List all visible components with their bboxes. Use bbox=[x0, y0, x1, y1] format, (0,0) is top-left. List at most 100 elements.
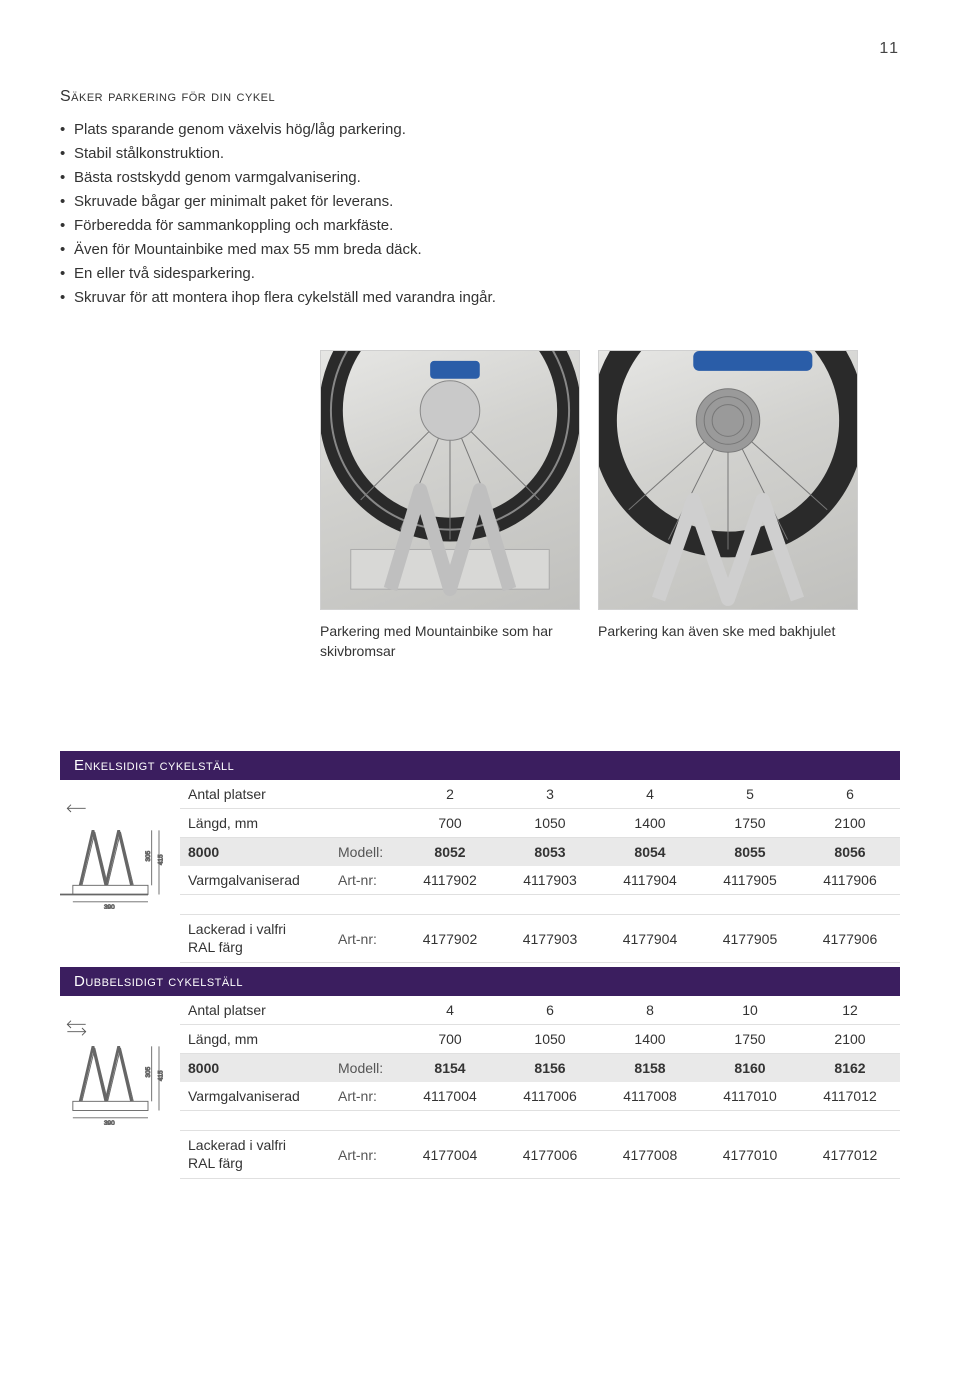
table-row: Antal platser 2 3 4 5 6 bbox=[180, 780, 900, 809]
table-row: Längd, mm 700 1050 1400 1750 2100 bbox=[180, 809, 900, 838]
table-row-gap bbox=[180, 1111, 900, 1131]
cell: 700 bbox=[400, 809, 500, 838]
row-sublabel: Art-nr: bbox=[330, 915, 400, 963]
list-item: Förberedda för sammankoppling och markfä… bbox=[60, 214, 500, 238]
table-block-double: 305 415 390 Antal platser 4 6 8 10 12 Lä… bbox=[60, 996, 900, 1179]
row-sublabel: Art-nr: bbox=[330, 1131, 400, 1179]
svg-text:390: 390 bbox=[104, 904, 115, 909]
cell: 8162 bbox=[800, 1054, 900, 1083]
row-label: Antal platser bbox=[180, 780, 330, 809]
row-sublabel bbox=[330, 996, 400, 1025]
cell: 8054 bbox=[600, 838, 700, 867]
section-title-single: Enkelsidigt cykelställ bbox=[60, 751, 900, 780]
feature-list: Plats sparande genom växelvis hög/låg pa… bbox=[60, 118, 500, 310]
list-item: Bästa rostskydd genom varmgalvanisering. bbox=[60, 166, 500, 190]
cell: 4177903 bbox=[500, 915, 600, 963]
cell: 8160 bbox=[700, 1054, 800, 1083]
cell: 4117904 bbox=[600, 866, 700, 895]
caption-row: Parkering med Mountainbike som har skivb… bbox=[320, 622, 900, 661]
cell: 8 bbox=[600, 996, 700, 1025]
svg-text:305: 305 bbox=[145, 851, 152, 862]
cell: 2100 bbox=[800, 1025, 900, 1054]
product-photo-rear-wheel bbox=[598, 350, 858, 610]
photo-row bbox=[320, 350, 900, 610]
cell: 1050 bbox=[500, 1025, 600, 1054]
list-item: Även för Mountainbike med max 55 mm bred… bbox=[60, 238, 500, 262]
row-label: 8000 bbox=[180, 1054, 330, 1083]
cell: 4177905 bbox=[700, 915, 800, 963]
cell: 8052 bbox=[400, 838, 500, 867]
cell: 700 bbox=[400, 1025, 500, 1054]
photo-caption: Parkering med Mountainbike som har skivb… bbox=[320, 622, 580, 661]
cell: 4117010 bbox=[700, 1082, 800, 1111]
cell: 1750 bbox=[700, 809, 800, 838]
cell: 4177902 bbox=[400, 915, 500, 963]
spec-table-double: Antal platser 4 6 8 10 12 Längd, mm 700 … bbox=[180, 996, 900, 1179]
spec-table-single: Antal platser 2 3 4 5 6 Längd, mm 700 10… bbox=[180, 780, 900, 963]
diagram-double: 305 415 390 bbox=[60, 996, 180, 1125]
table-row: Varmgalvaniserad Art-nr: 4117902 4117903… bbox=[180, 866, 900, 895]
cell: 4177906 bbox=[800, 915, 900, 963]
table-row: Lackerad i valfri RAL färg Art-nr: 41770… bbox=[180, 1131, 900, 1179]
cell: 4177004 bbox=[400, 1131, 500, 1179]
table-row: Längd, mm 700 1050 1400 1750 2100 bbox=[180, 1025, 900, 1054]
svg-text:415: 415 bbox=[158, 1070, 165, 1081]
cell: 4177008 bbox=[600, 1131, 700, 1179]
row-label: Lackerad i valfri RAL färg bbox=[180, 915, 330, 963]
page-number: 11 bbox=[60, 40, 900, 58]
row-sublabel: Modell: bbox=[330, 1054, 400, 1083]
cell: 4117906 bbox=[800, 866, 900, 895]
row-sublabel bbox=[330, 809, 400, 838]
row-label: Lackerad i valfri RAL färg bbox=[180, 1131, 330, 1179]
table-row: Antal platser 4 6 8 10 12 bbox=[180, 996, 900, 1025]
cell: 4177012 bbox=[800, 1131, 900, 1179]
table-row-model: 8000 Modell: 8154 8156 8158 8160 8162 bbox=[180, 1054, 900, 1083]
table-row: Varmgalvaniserad Art-nr: 4117004 4117006… bbox=[180, 1082, 900, 1111]
list-item: Stabil stålkonstruktion. bbox=[60, 142, 500, 166]
table-row: Lackerad i valfri RAL färg Art-nr: 41779… bbox=[180, 915, 900, 963]
row-label: Varmgalvaniserad bbox=[180, 866, 330, 895]
cell: 6 bbox=[800, 780, 900, 809]
row-label: Längd, mm bbox=[180, 809, 330, 838]
cell: 2100 bbox=[800, 809, 900, 838]
cell: 4177010 bbox=[700, 1131, 800, 1179]
cell: 8156 bbox=[500, 1054, 600, 1083]
cell: 4177904 bbox=[600, 915, 700, 963]
list-item: En eller två sidesparkering. bbox=[60, 262, 500, 286]
cell: 8055 bbox=[700, 838, 800, 867]
row-label: Längd, mm bbox=[180, 1025, 330, 1054]
cell: 8154 bbox=[400, 1054, 500, 1083]
cell: 1050 bbox=[500, 809, 600, 838]
cell: 8056 bbox=[800, 838, 900, 867]
cell: 5 bbox=[700, 780, 800, 809]
row-sublabel: Art-nr: bbox=[330, 866, 400, 895]
product-photo-front-wheel bbox=[320, 350, 580, 610]
row-label: Varmgalvaniserad bbox=[180, 1082, 330, 1111]
cell: 4117902 bbox=[400, 866, 500, 895]
cell: 4 bbox=[400, 996, 500, 1025]
row-sublabel bbox=[330, 1025, 400, 1054]
cell: 3 bbox=[500, 780, 600, 809]
cell: 1400 bbox=[600, 1025, 700, 1054]
diagram-single: 305 415 390 bbox=[60, 780, 180, 909]
svg-text:390: 390 bbox=[104, 1120, 115, 1125]
table-block-single: 305 415 390 Antal platser 2 3 4 5 6 Läng… bbox=[60, 780, 900, 963]
cell: 4117905 bbox=[700, 866, 800, 895]
cell: 6 bbox=[500, 996, 600, 1025]
svg-text:305: 305 bbox=[145, 1067, 152, 1078]
table-row-model: 8000 Modell: 8052 8053 8054 8055 8056 bbox=[180, 838, 900, 867]
row-label: 8000 bbox=[180, 838, 330, 867]
cell: 4177006 bbox=[500, 1131, 600, 1179]
list-item: Plats sparande genom växelvis hög/låg pa… bbox=[60, 118, 500, 142]
row-sublabel: Art-nr: bbox=[330, 1082, 400, 1111]
photo-caption: Parkering kan även ske med bakhjulet bbox=[598, 622, 858, 661]
cell: 4 bbox=[600, 780, 700, 809]
page-heading: Säker parkering för din cykel bbox=[60, 88, 900, 106]
row-label: Antal platser bbox=[180, 996, 330, 1025]
cell: 4117008 bbox=[600, 1082, 700, 1111]
cell: 4117004 bbox=[400, 1082, 500, 1111]
cell: 12 bbox=[800, 996, 900, 1025]
row-sublabel: Modell: bbox=[330, 838, 400, 867]
cell: 4117012 bbox=[800, 1082, 900, 1111]
row-sublabel bbox=[330, 780, 400, 809]
